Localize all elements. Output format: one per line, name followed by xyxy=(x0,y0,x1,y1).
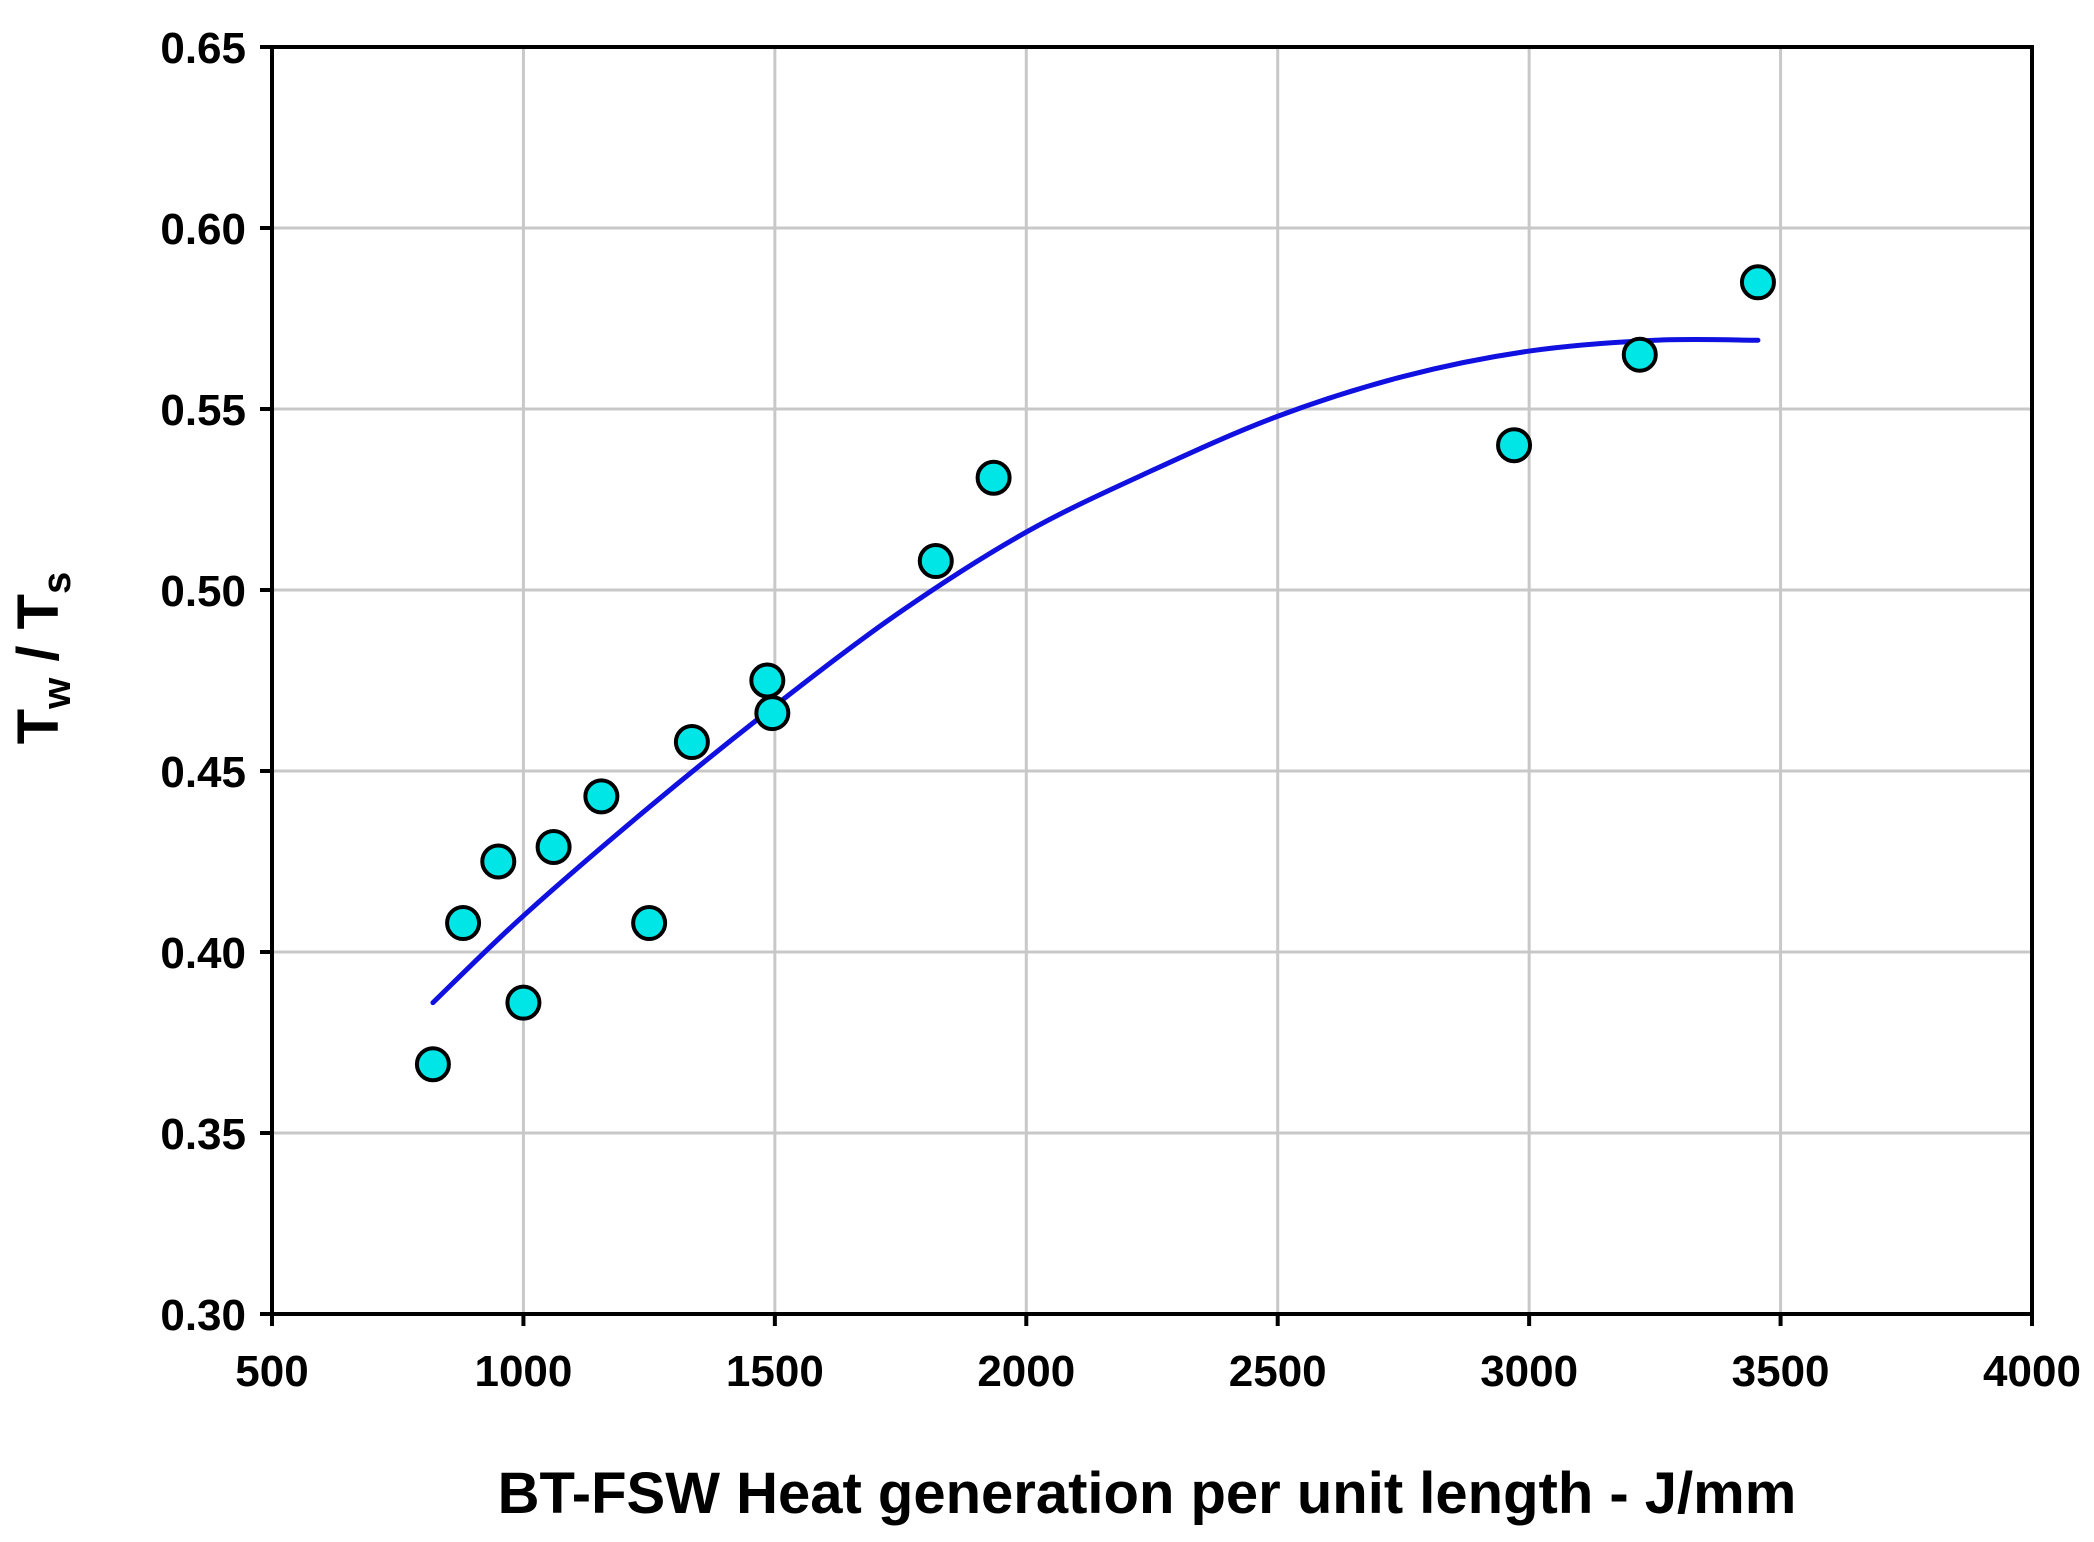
y-axis-label-sub2: s xyxy=(35,572,79,594)
data-point xyxy=(445,905,482,942)
y-tick-label: 0.35 xyxy=(160,1110,246,1159)
y-axis-label-t2: T xyxy=(6,594,71,629)
data-points xyxy=(414,264,1776,1083)
data-point xyxy=(535,829,572,866)
data-point xyxy=(583,778,620,815)
data-point xyxy=(1621,336,1658,373)
x-tick-label: 1000 xyxy=(474,1347,572,1396)
y-tick-label: 0.50 xyxy=(160,567,246,616)
data-point xyxy=(631,905,668,942)
x-tick-label: 1500 xyxy=(726,1347,824,1396)
y-axis-label-t1: T xyxy=(6,709,71,744)
data-point xyxy=(754,695,791,732)
y-tick-label: 0.45 xyxy=(160,748,246,797)
x-tick-label: 2500 xyxy=(1229,1347,1327,1396)
y-axis-label-sep: / xyxy=(6,629,71,677)
grid-lines xyxy=(272,47,2032,1314)
x-axis-label: BT-FSW Heat generation per unit length -… xyxy=(498,1461,1797,1526)
y-tick-label: 0.60 xyxy=(160,205,246,254)
x-tick-label: 3500 xyxy=(1732,1347,1830,1396)
y-tick-label: 0.65 xyxy=(160,24,246,73)
y-axis-label-sub1: w xyxy=(35,677,79,710)
x-tick-label: 4000 xyxy=(1983,1347,2081,1396)
x-axis-ticks: 500 1000 1500 2000 2500 3000 3500 4000 xyxy=(235,1314,2081,1396)
x-tick-label: 3000 xyxy=(1480,1347,1578,1396)
data-point xyxy=(673,724,710,761)
x-tick-label: 2000 xyxy=(977,1347,1075,1396)
data-point xyxy=(480,843,517,880)
y-axis-ticks: 0.30 0.35 0.40 0.45 0.50 0.55 0.60 0.65 xyxy=(160,24,272,1340)
y-tick-label: 0.40 xyxy=(160,929,246,978)
plot-frame xyxy=(270,45,2034,1316)
data-point xyxy=(505,984,542,1021)
data-point xyxy=(1496,427,1533,464)
x-tick-label: 500 xyxy=(235,1347,308,1396)
data-point xyxy=(1739,264,1776,301)
data-point xyxy=(749,662,786,699)
data-point xyxy=(414,1046,451,1083)
y-tick-label: 0.30 xyxy=(160,1291,246,1340)
fit-curve xyxy=(430,336,1761,1006)
data-point xyxy=(917,543,954,580)
data-point xyxy=(975,459,1012,496)
y-tick-label: 0.55 xyxy=(160,386,246,435)
y-axis-label: Tw / Ts xyxy=(6,572,79,745)
